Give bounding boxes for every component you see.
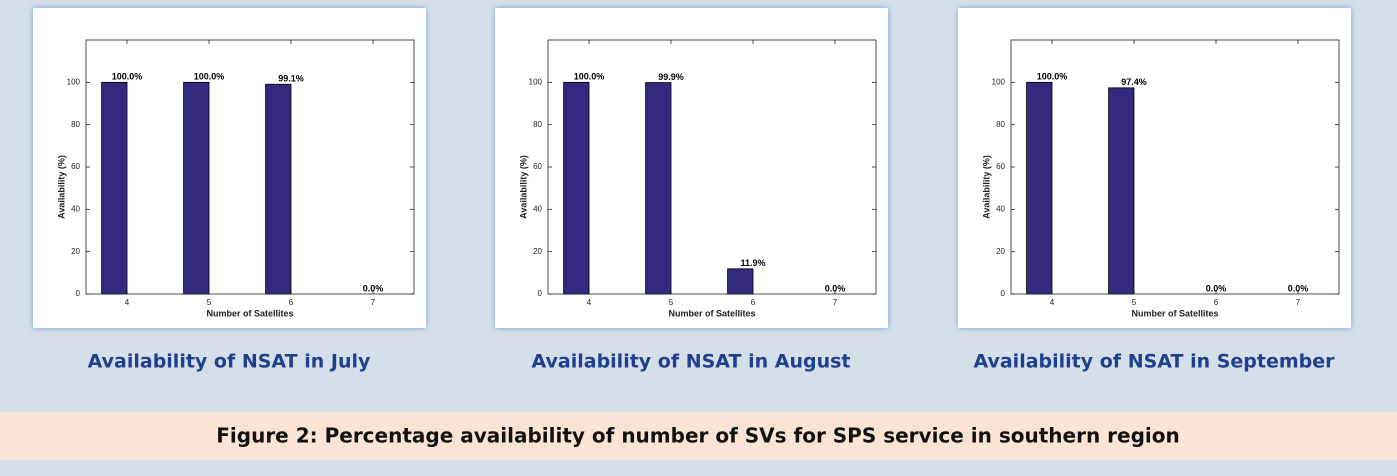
chart-caption: Availability of NSAT in July	[88, 351, 371, 373]
bar	[727, 268, 754, 295]
x-axis-label: Number of Satellites	[1131, 308, 1218, 318]
value-label: 99.1%	[278, 74, 304, 84]
x-tick-label: 6	[751, 298, 756, 307]
chart-panel: 0 20 40 60 80 100 4 100.0% 5 99.9% 6 11.9% 7 0.0% Numb…	[495, 8, 888, 328]
x-tick-label: 7	[1296, 298, 1301, 307]
value-label: 100.0%	[1037, 72, 1068, 82]
value-label: 100.0%	[574, 72, 605, 82]
x-axis-label: Number of Satellites	[668, 308, 755, 318]
y-tick-label: 80	[533, 120, 542, 129]
y-tick-label: 60	[996, 162, 1005, 171]
y-tick-label: 80	[996, 120, 1005, 129]
bar	[265, 83, 292, 295]
x-tick-label: 7	[833, 298, 838, 307]
chart-panel: 0 20 40 60 80 100 4 100.0% 5 100.0% 6 99.1% 7 0.0% Num…	[33, 8, 426, 328]
bar	[1108, 87, 1135, 295]
value-label: 100.0%	[194, 72, 225, 82]
y-tick-label: 40	[71, 204, 80, 213]
x-tick-label: 4	[125, 298, 130, 307]
y-tick-label: 20	[996, 247, 1005, 256]
y-tick-label: 100	[992, 77, 1006, 86]
y-tick-label: 20	[71, 247, 80, 256]
y-tick-label: 40	[533, 204, 542, 213]
y-tick-label: 0	[76, 289, 81, 298]
value-label: 0.0%	[1288, 283, 1309, 293]
panel-background	[495, 8, 888, 328]
y-tick-label: 60	[71, 162, 80, 171]
bar	[101, 81, 128, 295]
y-axis-label: Availability (%)	[56, 155, 66, 219]
y-axis-label: Availability (%)	[981, 155, 991, 219]
value-label: 97.4%	[1121, 77, 1147, 87]
value-label: 11.9%	[740, 258, 765, 268]
axes-frame	[1010, 39, 1340, 295]
y-axis-label: Availability (%)	[518, 155, 528, 219]
axes-frame	[547, 39, 877, 295]
axes-frame	[85, 39, 415, 295]
y-tick-label: 100	[67, 77, 81, 86]
y-tick-label: 0	[1001, 289, 1006, 298]
figure-caption: Figure 2: Percentage availability of num…	[216, 424, 1180, 448]
chart-panel: 0 20 40 60 80 100 4 100.0% 5 97.4% 6 0.0% 7 0.0% Numbe…	[958, 8, 1351, 328]
y-tick-label: 60	[533, 162, 542, 171]
caption-band	[0, 412, 1397, 460]
value-label: 0.0%	[825, 283, 846, 293]
bar	[183, 81, 210, 295]
x-axis-label: Number of Satellites	[206, 308, 293, 318]
value-label: 0.0%	[363, 283, 384, 293]
y-tick-label: 80	[71, 120, 80, 129]
bar	[1026, 81, 1053, 295]
x-tick-label: 4	[1050, 298, 1055, 307]
panel-background	[33, 8, 426, 328]
panel-background	[958, 8, 1351, 328]
y-tick-label: 40	[996, 204, 1005, 213]
y-tick-label: 100	[529, 77, 543, 86]
x-tick-label: 5	[1132, 298, 1137, 307]
chart-caption: Availability of NSAT in August	[531, 351, 850, 373]
x-tick-label: 5	[207, 298, 212, 307]
x-tick-label: 7	[371, 298, 376, 307]
value-label: 99.9%	[658, 72, 684, 82]
x-tick-label: 6	[1214, 298, 1219, 307]
bar	[645, 82, 672, 295]
y-tick-label: 0	[538, 289, 543, 298]
chart-caption: Availability of NSAT in September	[973, 351, 1335, 373]
y-tick-label: 20	[533, 247, 542, 256]
x-tick-label: 4	[587, 298, 592, 307]
value-label: 100.0%	[112, 72, 143, 82]
value-label: 0.0%	[1206, 283, 1227, 293]
bar	[563, 81, 590, 295]
x-tick-label: 5	[669, 298, 674, 307]
x-tick-label: 6	[289, 298, 294, 307]
